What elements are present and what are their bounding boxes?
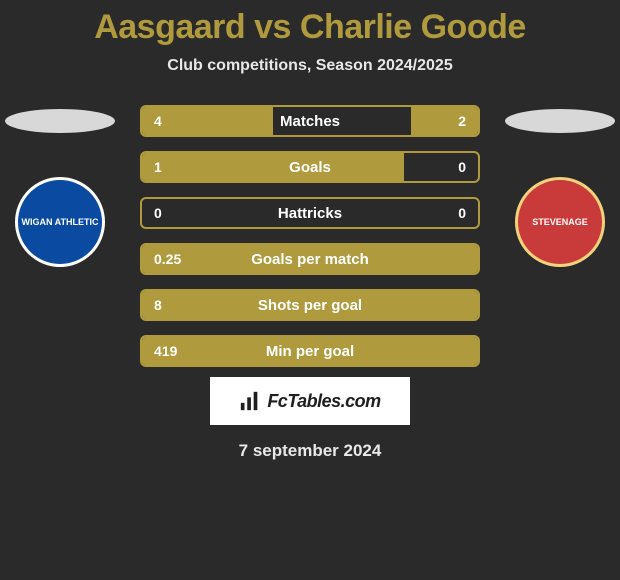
right-value: 2 [446, 113, 478, 129]
left-value: 419 [142, 343, 189, 359]
stat-row: 8Shots per goal [140, 289, 480, 321]
stat-row: 10Goals [140, 151, 480, 183]
subtitle: Club competitions, Season 2024/2025 [0, 57, 620, 75]
left-club-label: WIGAN ATHLETIC [22, 217, 99, 227]
brand-label: FcTables.com [267, 391, 380, 412]
right-player-oval [505, 109, 615, 133]
right-club-crest: STEVENAGE [515, 177, 605, 267]
page-title: Aasgaard vs Charlie Goode [0, 0, 620, 47]
left-value: 0.25 [142, 251, 193, 267]
comparison-area: WIGAN ATHLETIC STEVENAGE 42Matches10Goal… [0, 105, 620, 365]
stat-row: 0 0Hattricks [140, 197, 480, 229]
date-stamp: 7 september 2024 [0, 441, 620, 461]
left-fill [142, 153, 404, 181]
right-player-column: STEVENAGE [500, 105, 620, 267]
brand-box[interactable]: FcTables.com [210, 377, 410, 425]
left-value: 1 [142, 159, 174, 175]
left-club-crest: WIGAN ATHLETIC [15, 177, 105, 267]
left-fill [142, 291, 478, 319]
right-club-label: STEVENAGE [532, 217, 588, 227]
right-value: 0 [446, 159, 478, 175]
stat-row: 419Min per goal [140, 335, 480, 367]
left-value: 8 [142, 297, 174, 313]
stat-label: Hattricks [142, 205, 478, 222]
left-player-column: WIGAN ATHLETIC [0, 105, 120, 267]
left-player-oval [5, 109, 115, 133]
stat-rows: 42Matches10Goals00Hattricks0.25Goals per… [140, 105, 480, 381]
stat-row: 42Matches [140, 105, 480, 137]
left-value: 4 [142, 113, 174, 129]
bars-icon [239, 390, 261, 412]
left-fill [142, 337, 478, 365]
right-value: 0 [446, 205, 478, 221]
stat-row: 0.25Goals per match [140, 243, 480, 275]
left-value: 0 [142, 205, 174, 221]
